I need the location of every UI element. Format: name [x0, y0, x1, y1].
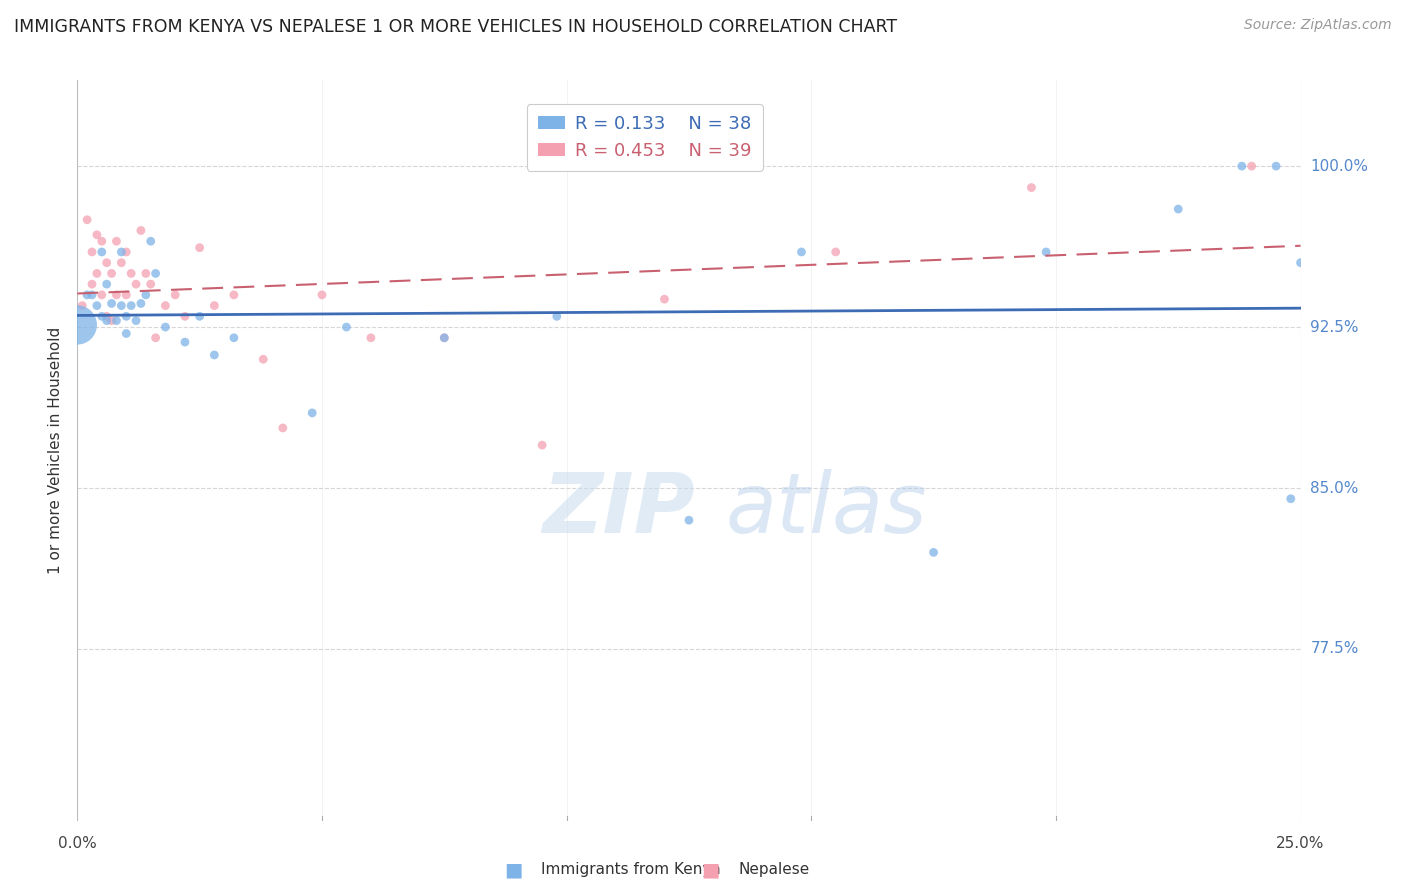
- Text: 0.0%: 0.0%: [58, 836, 97, 851]
- Point: [145, 267, 167, 281]
- Point: [120, 299, 142, 313]
- Text: 25.0%: 25.0%: [1277, 836, 1324, 851]
- Text: ■: ■: [503, 860, 523, 880]
- Point: [129, 223, 152, 237]
- Text: Source: ZipAtlas.com: Source: ZipAtlas.com: [1244, 18, 1392, 32]
- Point: [105, 234, 128, 248]
- Point: [139, 234, 162, 248]
- Point: [1167, 202, 1189, 216]
- Point: [155, 320, 177, 334]
- Point: [100, 313, 122, 327]
- Text: atlas: atlas: [725, 469, 928, 550]
- Point: [188, 241, 211, 255]
- Text: ■: ■: [700, 860, 720, 880]
- Point: [311, 288, 333, 302]
- Point: [80, 244, 103, 259]
- Point: [1240, 159, 1263, 173]
- Point: [80, 277, 103, 292]
- Point: [222, 331, 245, 345]
- Point: [120, 267, 142, 281]
- Legend: R = 0.133    N = 38, R = 0.453    N = 39: R = 0.133 N = 38, R = 0.453 N = 39: [527, 104, 763, 170]
- Point: [86, 299, 108, 313]
- Point: [115, 288, 138, 302]
- Point: [1279, 491, 1302, 506]
- Point: [433, 331, 456, 345]
- Point: [155, 299, 177, 313]
- Point: [76, 288, 98, 302]
- Point: [110, 255, 132, 269]
- Point: [174, 310, 197, 324]
- Point: [1230, 159, 1253, 173]
- Point: [145, 331, 167, 345]
- Point: [100, 296, 122, 310]
- Point: [1289, 255, 1312, 269]
- Point: [125, 277, 148, 292]
- Point: [188, 310, 211, 324]
- Point: [90, 234, 112, 248]
- Text: Nepalese: Nepalese: [738, 863, 810, 877]
- Point: [96, 255, 118, 269]
- Point: [546, 310, 568, 324]
- Point: [301, 406, 323, 420]
- Point: [678, 513, 700, 527]
- Point: [335, 320, 357, 334]
- Text: 1 or more Vehicles in Household: 1 or more Vehicles in Household: [48, 326, 63, 574]
- Point: [100, 267, 122, 281]
- Point: [115, 244, 138, 259]
- Point: [115, 310, 138, 324]
- Point: [70, 299, 93, 313]
- Point: [129, 296, 152, 310]
- Point: [222, 288, 245, 302]
- Point: [90, 244, 112, 259]
- Point: [76, 212, 98, 227]
- Point: [1265, 159, 1288, 173]
- Point: [90, 288, 112, 302]
- Point: [174, 335, 197, 350]
- Text: ZIP: ZIP: [543, 469, 695, 550]
- Text: 92.5%: 92.5%: [1310, 319, 1358, 334]
- Point: [96, 277, 118, 292]
- Point: [824, 244, 846, 259]
- Text: 85.0%: 85.0%: [1310, 481, 1358, 496]
- Point: [80, 288, 103, 302]
- Point: [90, 310, 112, 324]
- Point: [360, 331, 382, 345]
- Point: [115, 326, 138, 341]
- Point: [96, 310, 118, 324]
- Point: [110, 244, 132, 259]
- Point: [86, 267, 108, 281]
- Text: Immigrants from Kenya: Immigrants from Kenya: [541, 863, 721, 877]
- Point: [202, 299, 225, 313]
- Text: 100.0%: 100.0%: [1310, 159, 1368, 174]
- Point: [165, 288, 187, 302]
- Point: [110, 299, 132, 313]
- Point: [135, 288, 157, 302]
- Point: [202, 348, 225, 362]
- Point: [922, 545, 945, 559]
- Point: [271, 421, 294, 435]
- Text: 77.5%: 77.5%: [1310, 641, 1358, 657]
- Point: [125, 313, 148, 327]
- Point: [105, 288, 128, 302]
- Point: [654, 292, 676, 306]
- Point: [96, 313, 118, 327]
- Point: [1035, 244, 1057, 259]
- Point: [86, 227, 108, 242]
- Point: [252, 352, 274, 367]
- Point: [433, 331, 456, 345]
- Point: [66, 318, 89, 332]
- Point: [105, 313, 128, 327]
- Point: [135, 267, 157, 281]
- Point: [1021, 180, 1043, 194]
- Point: [790, 244, 813, 259]
- Point: [531, 438, 554, 452]
- Point: [139, 277, 162, 292]
- Text: IMMIGRANTS FROM KENYA VS NEPALESE 1 OR MORE VEHICLES IN HOUSEHOLD CORRELATION CH: IMMIGRANTS FROM KENYA VS NEPALESE 1 OR M…: [14, 18, 897, 36]
